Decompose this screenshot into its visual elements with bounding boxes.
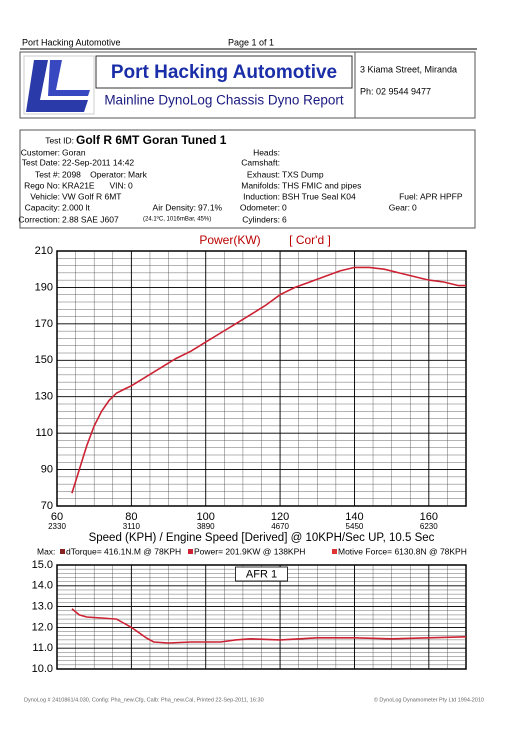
field-value: 22-Sep-2011 14:42 <box>62 157 134 167</box>
x-tick-label: 140 <box>345 511 363 523</box>
x-axis-label: Speed (KPH) / Engine Speed [Derived] @ 1… <box>89 532 435 544</box>
max-label: Max: <box>37 546 55 556</box>
phone: Ph: 02 9544 9477 <box>360 86 431 96</box>
field-label: Rego No: <box>24 180 60 190</box>
title-box <box>95 55 353 89</box>
footer-left: DynoLog # 2410861/4.030, Config: Pha_new… <box>24 697 264 703</box>
field-value: Goran <box>62 147 86 157</box>
footer-right: © DynoLog Dynamometer Pty Ltd 1994-2010 <box>374 696 484 703</box>
y-tick-label: 14.0 <box>32 580 53 592</box>
company-top: Port Hacking Automotive <box>22 37 121 47</box>
test-id-label: Test ID: <box>45 135 74 145</box>
field-label: Operator: <box>90 169 126 179</box>
y-tick-label: 12.0 <box>32 621 53 633</box>
y-tick-label: 10.0 <box>32 663 53 675</box>
field-label: Cylinders: <box>242 214 280 224</box>
info-box <box>19 129 476 229</box>
y-tick-label: 150 <box>35 354 53 366</box>
y-tick-label: 190 <box>35 281 53 293</box>
field-label: Induction: <box>243 191 280 201</box>
field-value: 0 <box>128 180 133 190</box>
chart-title: AFR 1 <box>246 568 277 580</box>
x-secondary-label: 3890 <box>197 522 215 531</box>
legend-swatch <box>188 549 193 554</box>
y-tick-label: 130 <box>35 391 53 403</box>
x-tick-label: 120 <box>271 511 289 523</box>
x-secondary-label: 2330 <box>48 522 66 531</box>
field-label: Test Date: <box>22 157 60 167</box>
field-label: VIN: <box>109 180 126 190</box>
field-value: THS FMIC and pipes <box>282 180 361 190</box>
data-line <box>71 608 467 644</box>
legend-swatch <box>332 549 337 554</box>
field-label: Odometer: <box>240 202 280 212</box>
x-tick-label: 80 <box>125 511 137 523</box>
field-label: Fuel: <box>399 191 418 201</box>
y-tick-label: 11.0 <box>32 642 53 654</box>
field-value: 2.000 lt <box>62 202 91 212</box>
field-value: 0 <box>412 202 417 212</box>
field-label: Correction: <box>18 214 60 224</box>
logo-title: Port Hacking Automotive <box>111 62 337 83</box>
logo-shape <box>48 60 90 96</box>
max-item: Power= 201.9KW @ 138KPH <box>194 546 305 556</box>
y-tick-label: 110 <box>35 427 53 439</box>
title-box <box>235 566 288 582</box>
y-tick-label: 210 <box>35 245 53 257</box>
field-value: 6 <box>282 214 287 224</box>
max-item: Motive Force= 6130.8N @ 78KPH <box>338 546 467 556</box>
field-label: Gear: <box>389 202 410 212</box>
x-secondary-label: 3110 <box>123 522 141 531</box>
y-tick-label: 170 <box>35 318 53 330</box>
field-value: Mark <box>128 169 148 179</box>
field-label: Test #: <box>35 169 60 179</box>
x-secondary-label: 5450 <box>346 522 364 531</box>
field-value: TXS Dump <box>282 169 324 179</box>
field-label: Heads: <box>253 147 280 157</box>
field-value: APR HPFP <box>420 191 463 201</box>
x-tick-label: 160 <box>420 511 438 523</box>
max-line: dTorque= 416.1N.M @ 78KPH Power= 201.9KW … <box>60 546 467 556</box>
field-label: Camshaft: <box>241 157 280 167</box>
max-item: dTorque= 416.1N.M @ 78KPH <box>66 546 181 556</box>
field-label: Manifolds: <box>241 180 280 190</box>
field-value: KRA21E <box>62 180 95 190</box>
field-value: 2.88 SAE J607 <box>62 214 119 224</box>
field-value: 0 <box>282 202 287 212</box>
chart-title: Power(KW) <box>199 233 260 247</box>
x-tick-label: 60 <box>51 511 63 523</box>
address: 3 Kiama Street, Miranda <box>360 64 457 74</box>
x-tick-label: 100 <box>197 511 215 523</box>
field-label: Customer: <box>21 147 60 157</box>
test-id: Golf R 6MT Goran Tuned 1 <box>76 133 227 147</box>
header-box <box>19 51 476 119</box>
x-secondary-label: 6230 <box>420 522 438 531</box>
field-value: 2098 <box>62 169 81 179</box>
field-label: Exhaust: <box>247 169 280 179</box>
x-secondary-label: 4670 <box>271 522 289 531</box>
field-value: 97.1% <box>198 202 223 212</box>
field-label: Vehicle: <box>30 191 60 201</box>
y-tick-label: 70 <box>41 500 53 512</box>
field-value: VW Golf R 6MT <box>62 191 122 201</box>
field-value: BSH True Seal K04 <box>282 191 356 201</box>
chart-subtitle: [ Cor'd ] <box>289 233 331 247</box>
y-tick-label: 15.0 <box>32 559 53 571</box>
logo-shape <box>26 60 88 112</box>
field-label: Capacity: <box>25 202 60 212</box>
field-value: (24.1ºC, 1016mBar, 45%) <box>143 216 211 223</box>
logo-subtitle: Mainline DynoLog Chassis Dyno Report <box>104 93 344 108</box>
page-number: Page 1 of 1 <box>228 37 274 47</box>
logo <box>23 55 95 115</box>
data-line <box>71 266 466 494</box>
y-tick-label: 13.0 <box>32 601 53 613</box>
y-tick-label: 90 <box>41 463 53 475</box>
legend-swatch <box>60 549 65 554</box>
field-label: Air Density: <box>153 202 196 212</box>
